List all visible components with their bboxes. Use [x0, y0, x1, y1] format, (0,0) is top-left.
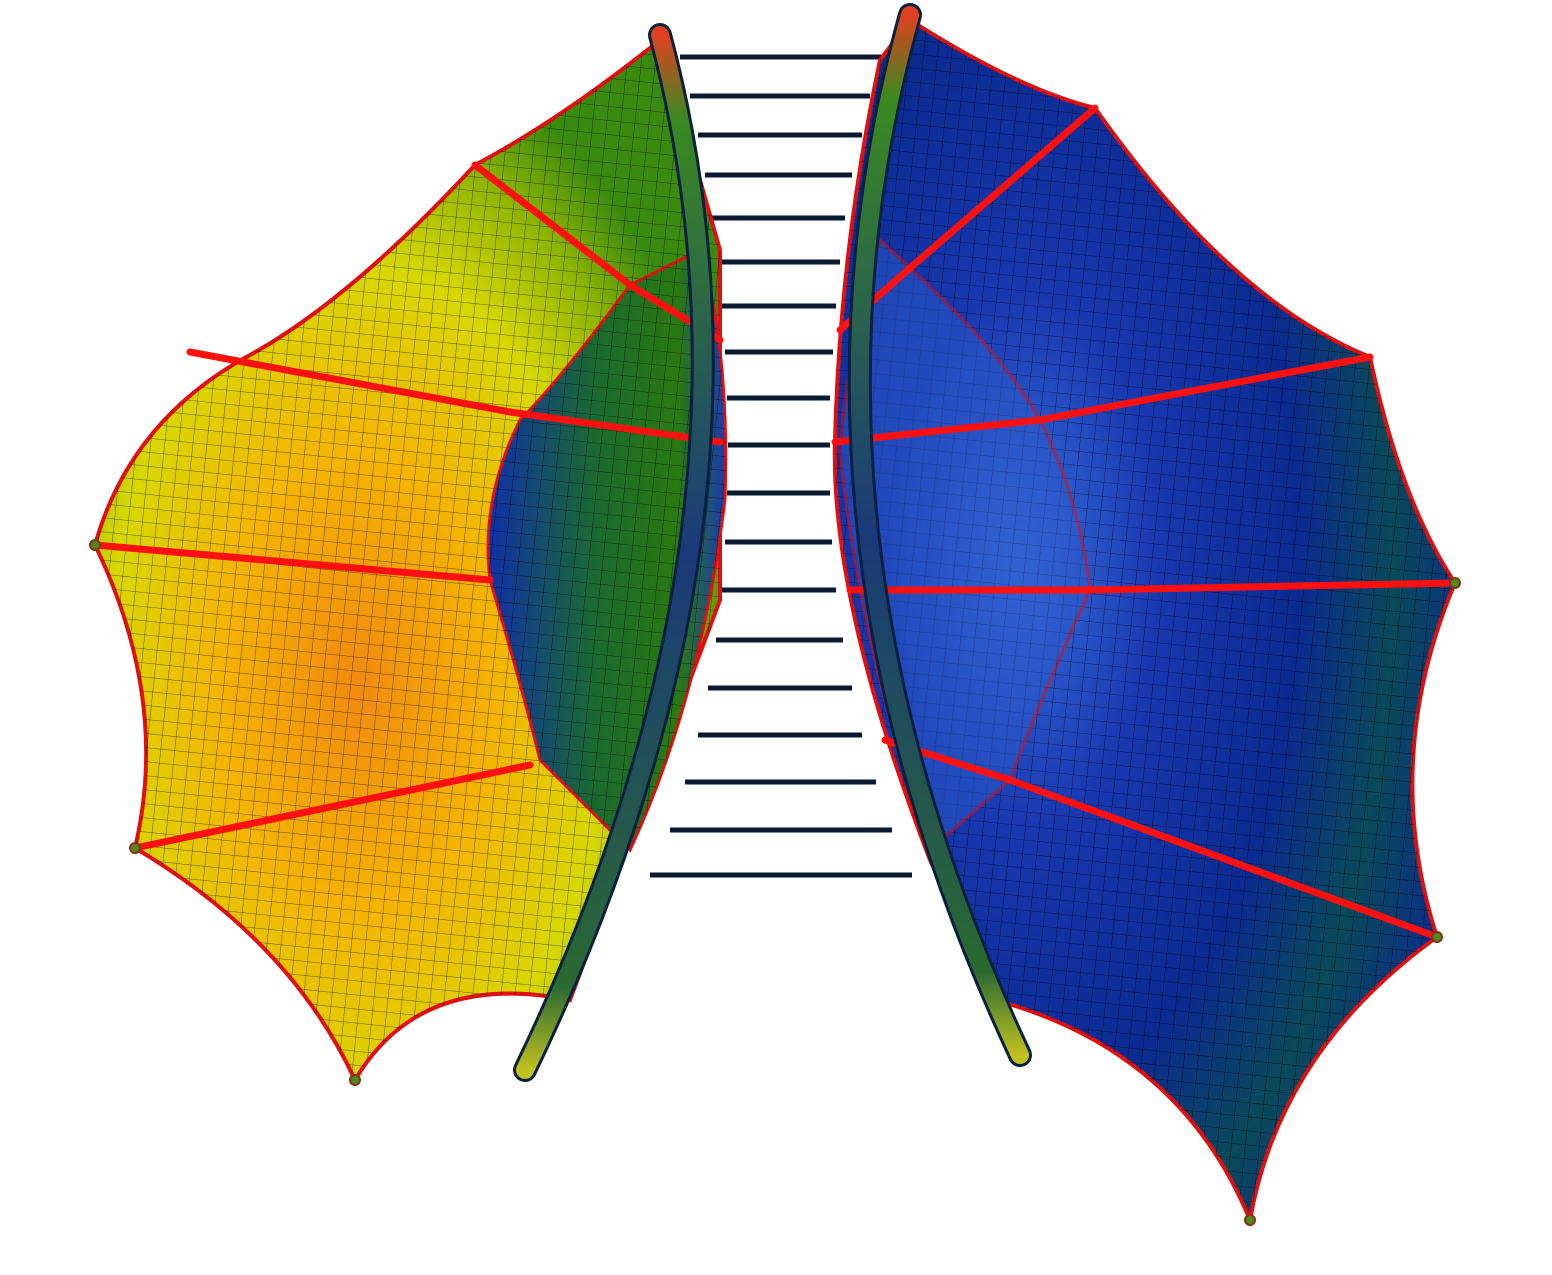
right-membrane [832, 17, 1458, 1228]
arches [513, 3, 1032, 1082]
rungs [650, 54, 912, 878]
left-membrane [92, 36, 728, 1085]
anchors [89, 539, 1461, 1226]
